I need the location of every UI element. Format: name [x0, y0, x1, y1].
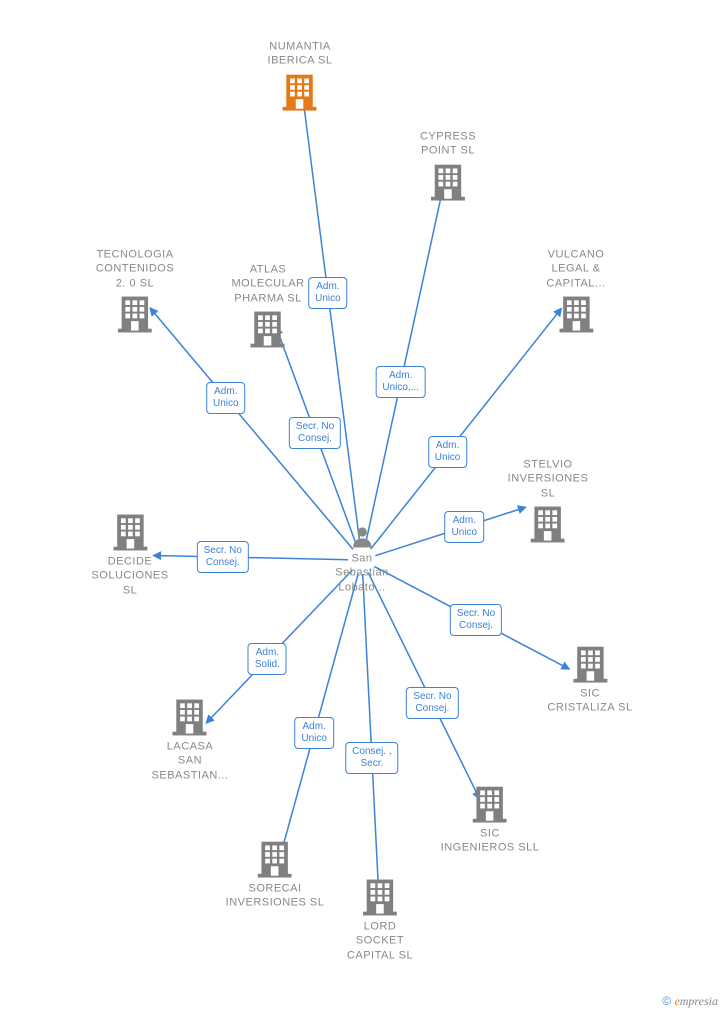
copyright-symbol: © [662, 994, 671, 1008]
building-icon [283, 72, 317, 110]
building-icon [113, 513, 147, 551]
company-node[interactable]: DECIDE SOLUCIONES SL [91, 513, 168, 598]
building-icon [573, 645, 607, 683]
company-label: NUMANTIA IBERICA SL [268, 40, 333, 69]
edge-label: Adm. Solid. [248, 643, 287, 675]
company-node[interactable]: LORD SOCKET CAPITAL SL [347, 878, 413, 963]
company-label: LACASA SAN SEBASTIAN... [152, 740, 229, 783]
edge-label: Secr. No Consej. [197, 541, 249, 573]
building-icon [431, 162, 465, 200]
brand-rest: mpresia [680, 994, 718, 1008]
company-node[interactable]: NUMANTIA IBERICA SL [268, 40, 333, 111]
edges-layer [0, 0, 728, 1015]
building-icon [473, 785, 507, 823]
company-label: DECIDE SOLUCIONES SL [91, 555, 168, 598]
company-node[interactable]: VULCANO LEGAL & CAPITAL... [546, 248, 605, 333]
company-label: STELVIO INVERSIONES SL [508, 458, 589, 501]
edge-label: Adm. Unico,... [375, 366, 426, 398]
company-label: ATLAS MOLECULAR PHARMA SL [232, 263, 305, 306]
company-label: SORECAI INVERSIONES SL [226, 882, 325, 911]
building-icon [258, 840, 292, 878]
company-label: VULCANO LEGAL & CAPITAL... [546, 248, 605, 291]
edge-label: Consej. , Secr. [345, 742, 398, 774]
edge-label: Adm. Unico [308, 277, 348, 309]
edge-line [363, 574, 379, 896]
building-icon [251, 309, 285, 347]
edge-label: Secr. No Consej. [450, 604, 502, 636]
center-person-node[interactable]: San Sebastian Lobato... [335, 526, 388, 595]
building-icon [173, 698, 207, 736]
company-label: TECNOLOGIA CONTENIDOS 2. 0 SL [96, 248, 174, 291]
building-icon [363, 878, 397, 916]
building-icon [531, 504, 565, 542]
company-node[interactable]: LACASA SAN SEBASTIAN... [152, 698, 229, 783]
network-diagram: San Sebastian Lobato... NUMANTIA IBERICA … [0, 0, 728, 1015]
company-node[interactable]: STELVIO INVERSIONES SL [508, 458, 589, 543]
company-node[interactable]: TECNOLOGIA CONTENIDOS 2. 0 SL [96, 248, 174, 333]
building-icon [559, 294, 593, 332]
building-icon [118, 294, 152, 332]
edge-label: Adm. Unico [428, 436, 468, 468]
edge-label: Secr. No Consej. [406, 687, 458, 719]
center-person-label: San Sebastian Lobato... [335, 552, 388, 595]
company-node[interactable]: SORECAI INVERSIONES SL [226, 840, 325, 911]
edge-label: Adm. Unico [294, 717, 334, 749]
company-label: LORD SOCKET CAPITAL SL [347, 920, 413, 963]
edge-label: Adm. Unico [206, 382, 246, 414]
edge-label: Adm. Unico [445, 511, 485, 543]
company-label: CYPRESS POINT SL [420, 130, 476, 159]
company-node[interactable]: CYPRESS POINT SL [420, 130, 476, 201]
edge-line [281, 573, 358, 851]
edge-line [154, 556, 348, 560]
company-label: SIC CRISTALIZA SL [547, 687, 632, 716]
person-icon [351, 526, 373, 548]
company-node[interactable]: ATLAS MOLECULAR PHARMA SL [232, 263, 305, 348]
company-label: SIC INGENIEROS SLL [441, 827, 540, 856]
edge-label: Secr. No Consej. [289, 417, 341, 449]
company-node[interactable]: SIC INGENIEROS SLL [441, 785, 540, 856]
company-node[interactable]: SIC CRISTALIZA SL [547, 645, 632, 716]
footer-attribution: © empresia [662, 994, 718, 1009]
